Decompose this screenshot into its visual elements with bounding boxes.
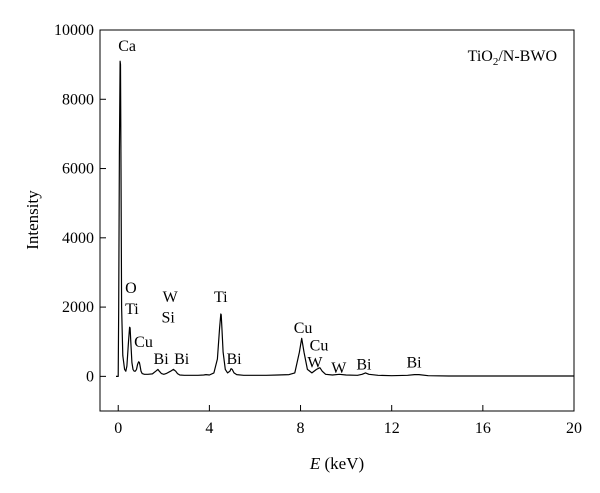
peak-label: Cu [294,320,313,337]
peak-label: Bi [356,356,372,373]
peak-label: W [307,355,323,372]
spectrum-line [116,60,574,377]
x-tick-label: 0 [114,420,122,437]
x-axis-ticks: 0 4 8 12 16 20 [114,405,582,437]
peak-label: W [163,289,179,306]
y-axis-title: Intensity [23,190,42,250]
peak-label: Bi [154,351,170,368]
peak-label: Bi [407,355,423,372]
y-axis-ticks: 0 2000 4000 6000 8000 10000 [54,22,106,385]
peak-label: Ti [125,301,139,318]
legend-label: TiO2/N-BWO [468,48,557,68]
peak-label: Cu [310,337,329,354]
peak-label: O [125,280,137,297]
peak-label: Bi [226,351,242,368]
y-tick-label: 0 [86,368,94,385]
x-tick-label: 4 [205,420,213,437]
peak-label: Ti [214,289,228,306]
x-tick-label: 12 [384,420,400,437]
x-tick-label: 16 [475,420,491,437]
x-axis-title: E (keV) [309,454,364,473]
peak-label: Cu [134,334,153,351]
x-tick-label: 20 [566,420,582,437]
peak-label: W [331,360,347,377]
y-tick-label: 8000 [62,91,94,108]
peak-label: Ca [118,38,136,55]
peak-label: Bi [174,351,190,368]
x-tick-label: 8 [297,420,305,437]
plot-frame [99,29,575,412]
y-tick-label: 2000 [62,299,94,316]
y-tick-label: 4000 [62,230,94,247]
y-tick-label: 10000 [54,22,94,39]
peak-label: Si [162,310,176,327]
y-tick-label: 6000 [62,161,94,178]
